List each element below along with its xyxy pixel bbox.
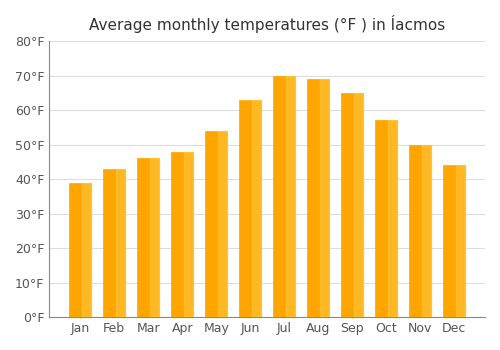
Bar [239, 100, 261, 317]
Bar [375, 120, 397, 317]
Bar [443, 165, 465, 317]
Bar [137, 159, 159, 317]
Bar [252, 100, 261, 317]
Bar [320, 79, 329, 317]
Bar [409, 145, 431, 317]
Bar [388, 120, 397, 317]
Bar [184, 152, 193, 317]
Bar [307, 79, 329, 317]
Bar [82, 183, 92, 317]
Bar [218, 131, 227, 317]
Bar [456, 165, 465, 317]
Bar [205, 131, 227, 317]
Bar [354, 93, 363, 317]
Bar [286, 76, 295, 317]
Bar [422, 145, 431, 317]
Bar [341, 93, 363, 317]
Bar [116, 169, 126, 317]
Title: Average monthly temperatures (°F ) in Íасmos: Average monthly temperatures (°F ) in Íа… [89, 15, 446, 33]
Bar [171, 152, 193, 317]
Bar [150, 159, 159, 317]
Bar [273, 76, 295, 317]
Bar [69, 183, 92, 317]
Bar [103, 169, 126, 317]
